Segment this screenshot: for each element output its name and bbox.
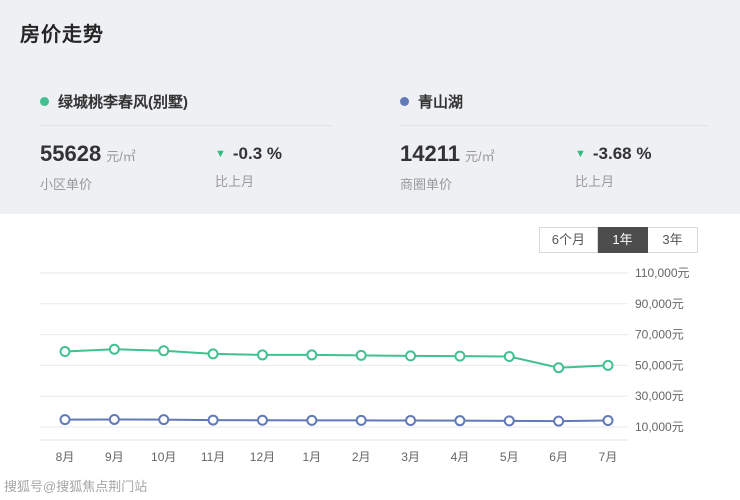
y-axis-label: 70,000元 xyxy=(635,328,684,342)
price-unit: 元/㎡ xyxy=(464,149,495,164)
series-point[interactable] xyxy=(59,346,71,358)
series-point[interactable] xyxy=(355,349,367,361)
series-point[interactable] xyxy=(158,345,170,357)
series-point[interactable] xyxy=(59,414,71,426)
change-block: ▼ -0.3 % 比上月 xyxy=(215,141,282,193)
series-line xyxy=(64,418,609,423)
series-point[interactable] xyxy=(158,414,170,426)
price-trend-line-chart[interactable]: 110,000元 90,000元 70,000元 50,000元 30,000元 10,0… xyxy=(30,259,722,474)
x-axis-label: 4月 xyxy=(451,450,470,464)
blue-dot-icon xyxy=(400,97,409,106)
change-label: 比上月 xyxy=(215,174,255,189)
watermark: 搜狐号@搜狐焦点荆门站 xyxy=(4,479,148,494)
range-button-1year[interactable]: 1年 xyxy=(598,227,648,253)
green-dot-icon xyxy=(40,97,49,106)
change-value: -3.68 % xyxy=(592,144,652,163)
change-label: 比上月 xyxy=(575,174,615,189)
y-axis-label: 10,000元 xyxy=(635,420,684,434)
series-point[interactable] xyxy=(108,413,120,425)
down-triangle-icon: ▼ xyxy=(215,148,226,160)
x-axis-label: 8月 xyxy=(56,450,75,464)
x-axis-label: 2月 xyxy=(352,450,371,464)
series-point[interactable] xyxy=(207,348,219,360)
price-unit: 元/㎡ xyxy=(106,149,136,164)
change-line: ▼ -0.3 % xyxy=(215,144,282,164)
series-point[interactable] xyxy=(306,414,318,426)
header: 房价走势 绿城桃李春风(别墅) 55628 元/㎡ 小区单价 xyxy=(0,0,740,193)
time-range-selector: 6个月 1年 3年 xyxy=(0,227,698,253)
change-value: -0.3 % xyxy=(232,144,283,163)
y-axis-label: 30,000元 xyxy=(635,389,684,403)
legend-card-community: 绿城桃李春风(别墅) 55628 元/㎡ 小区单价 ▼ -0.3 % xyxy=(40,91,332,193)
series-point[interactable] xyxy=(553,362,565,374)
series-point[interactable] xyxy=(207,414,219,426)
series-line xyxy=(64,348,609,369)
price-line: 14211 元/㎡ xyxy=(400,141,575,167)
y-axis-label: 90,000元 xyxy=(635,297,684,311)
x-axis-label: 10月 xyxy=(151,450,176,464)
series-point[interactable] xyxy=(503,350,515,362)
series-point[interactable] xyxy=(454,415,466,427)
price-value: 55628 xyxy=(40,141,102,166)
x-axis-label: 7月 xyxy=(599,450,618,464)
legend-name: 青山湖 xyxy=(418,94,464,111)
series-point[interactable] xyxy=(405,350,417,362)
price-label: 商圈单价 xyxy=(400,177,453,192)
x-axis-label: 11月 xyxy=(201,450,225,464)
y-axis-label: 50,000元 xyxy=(635,358,684,372)
change-block: ▼ -3.68 % 比上月 xyxy=(575,141,651,193)
series-point[interactable] xyxy=(108,343,120,355)
x-axis-label: 1月 xyxy=(302,450,321,464)
page-title: 房价走势 xyxy=(20,24,104,46)
x-axis-label: 5月 xyxy=(500,450,519,464)
price-block: 14211 元/㎡ 商圈单价 xyxy=(400,141,575,193)
y-axis-label: 110,000元 xyxy=(635,266,690,280)
legend-body: 14211 元/㎡ 商圈单价 ▼ -3.68 % 比上月 xyxy=(400,141,708,193)
series-point[interactable] xyxy=(602,359,614,371)
legend-card-district: 青山湖 14211 元/㎡ 商圈单价 ▼ -3.68 % xyxy=(400,91,708,193)
x-axis-label: 12月 xyxy=(250,450,275,464)
range-button-3years[interactable]: 3年 xyxy=(648,227,698,253)
legend-cards: 绿城桃李春风(别墅) 55628 元/㎡ 小区单价 ▼ -0.3 % xyxy=(40,91,720,193)
change-line: ▼ -3.68 % xyxy=(575,144,651,164)
series-point[interactable] xyxy=(256,349,268,361)
legend-name: 绿城桃李春风(别墅) xyxy=(58,94,188,111)
price-line: 55628 元/㎡ xyxy=(40,141,215,167)
down-triangle-icon: ▼ xyxy=(575,148,586,160)
price-value: 14211 xyxy=(400,141,460,166)
series-point[interactable] xyxy=(553,415,565,427)
price-label: 小区单价 xyxy=(40,177,93,192)
x-axis-label: 9月 xyxy=(105,450,124,464)
series-point[interactable] xyxy=(602,415,614,427)
series-point[interactable] xyxy=(503,415,515,427)
series-point[interactable] xyxy=(306,349,318,361)
x-axis-label: 3月 xyxy=(401,450,420,464)
x-axis-label: 6月 xyxy=(549,450,568,464)
series-point[interactable] xyxy=(454,350,466,362)
legend-head: 青山湖 xyxy=(400,91,708,126)
chart-panel: 6个月 1年 3年 110,000元 90,000元 70,000元 50,000元 3… xyxy=(0,214,740,500)
legend-head: 绿城桃李春风(别墅) xyxy=(40,91,332,126)
series-point[interactable] xyxy=(355,414,367,426)
price-block: 55628 元/㎡ 小区单价 xyxy=(40,141,215,193)
legend-body: 55628 元/㎡ 小区单价 ▼ -0.3 % 比上月 xyxy=(40,141,332,193)
series-point[interactable] xyxy=(256,414,268,426)
range-button-6months[interactable]: 6个月 xyxy=(538,227,598,253)
series-point[interactable] xyxy=(405,415,417,427)
